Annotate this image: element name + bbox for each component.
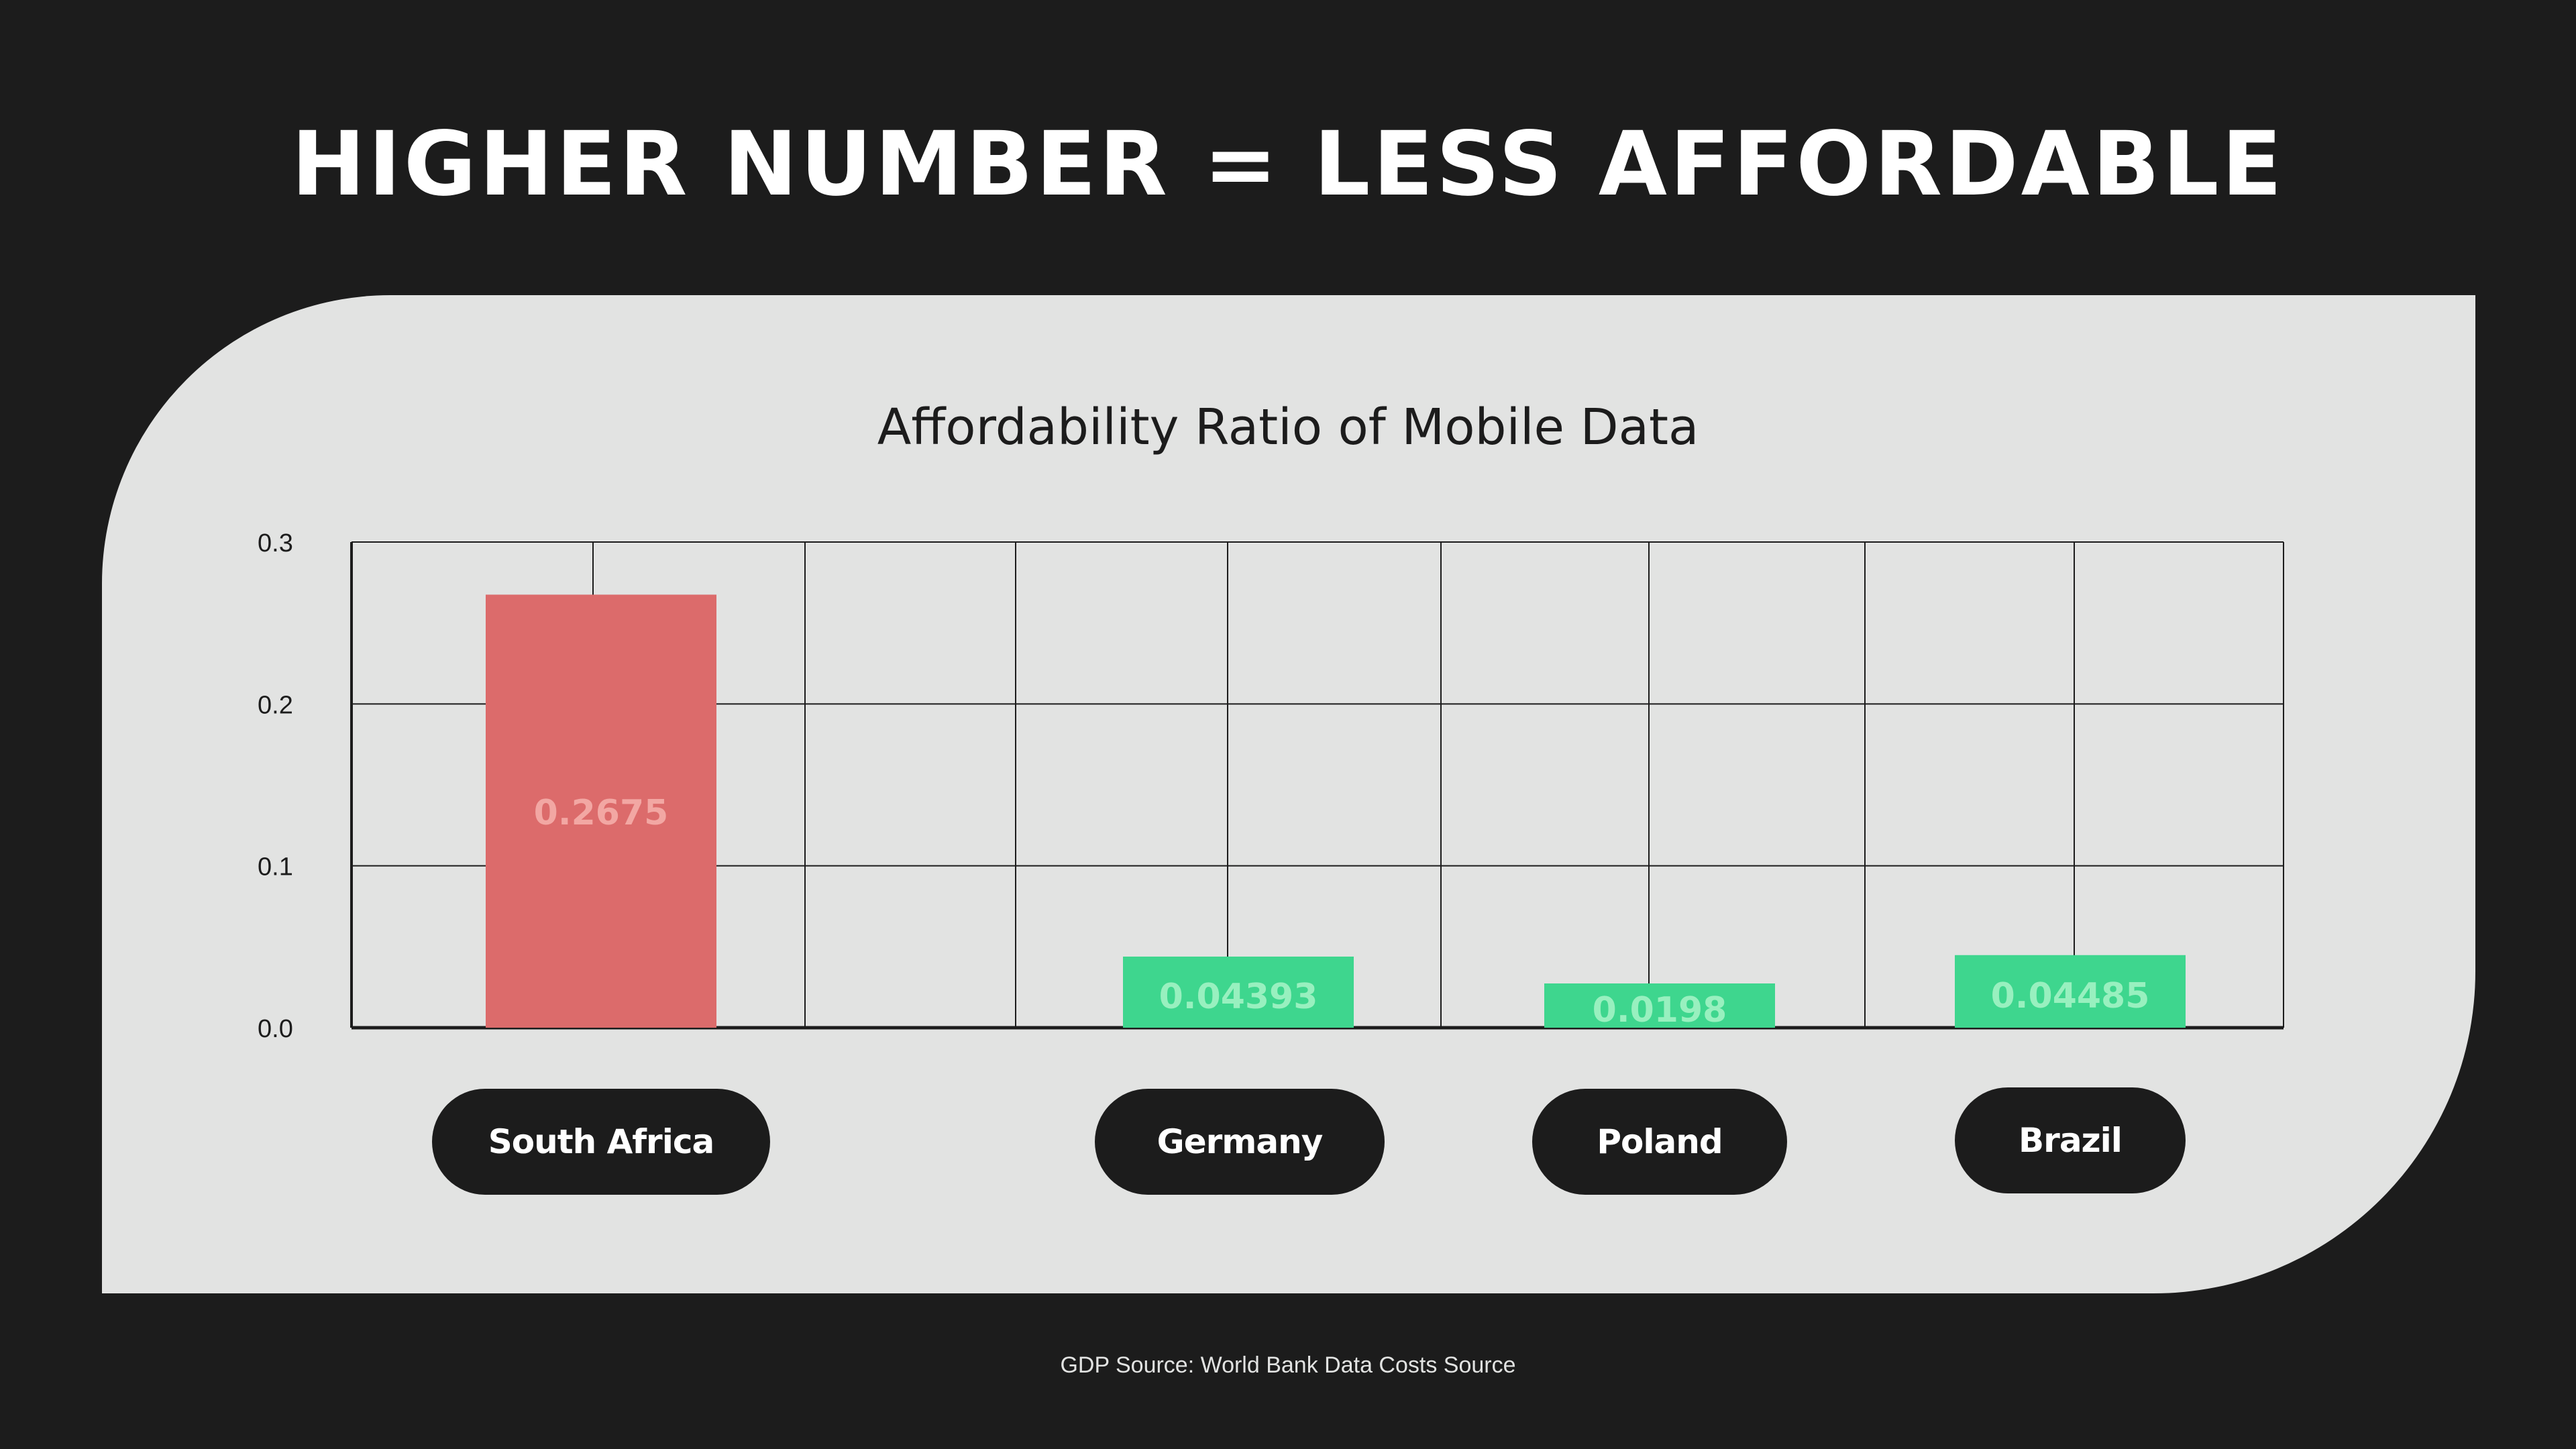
bar-poland xyxy=(1544,983,1775,1028)
bar-south-africa xyxy=(486,594,716,1028)
country-button-south-africa[interactable]: South Africa xyxy=(432,1089,770,1195)
y-tick-label: 0.1 xyxy=(258,853,293,881)
bar-brazil xyxy=(1955,955,2186,1028)
y-tick-label: 0.3 xyxy=(258,529,293,557)
bar-germany xyxy=(1123,956,1354,1028)
y-tick-label: 0.2 xyxy=(258,691,293,719)
value-label-poland: 0.0198 xyxy=(1593,990,1727,1030)
value-label-germany: 0.04393 xyxy=(1159,977,1318,1017)
value-label-south-africa: 0.2675 xyxy=(534,793,669,833)
bars xyxy=(486,594,2186,1028)
country-button-brazil[interactable]: Brazil xyxy=(1955,1087,2186,1193)
y-tick-label: 0.0 xyxy=(258,1015,293,1043)
source-note: GDP Source: World Bank Data Costs Source xyxy=(1060,1352,1516,1378)
value-label-brazil: 0.04485 xyxy=(1991,976,2150,1016)
y-tick-labels: 0.0 0.1 0.2 0.3 xyxy=(258,529,293,1043)
chart-title: Affordability Ratio of Mobile Data xyxy=(877,398,1699,456)
headline: HIGHER NUMBER = LESS AFFORDABLE xyxy=(291,113,2285,216)
country-button-germany[interactable]: Germany xyxy=(1095,1089,1385,1195)
value-labels: 0.2675 0.04393 0.0198 0.04485 xyxy=(534,793,2150,1030)
country-button-poland[interactable]: Poland xyxy=(1532,1089,1787,1195)
